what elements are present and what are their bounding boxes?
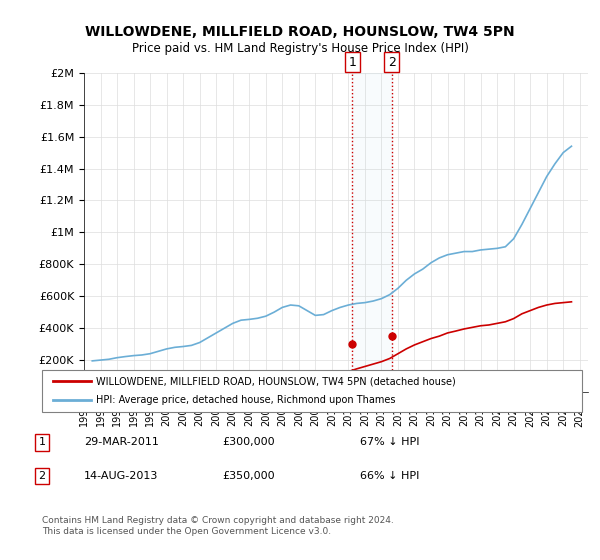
Text: WILLOWDENE, MILLFIELD ROAD, HOUNSLOW, TW4 5PN: WILLOWDENE, MILLFIELD ROAD, HOUNSLOW, TW… (85, 25, 515, 39)
Text: 14-AUG-2013: 14-AUG-2013 (84, 471, 158, 481)
Text: This data is licensed under the Open Government Licence v3.0.: This data is licensed under the Open Gov… (42, 528, 331, 536)
Text: £350,000: £350,000 (222, 471, 275, 481)
Text: 2: 2 (38, 471, 46, 481)
Text: HPI: Average price, detached house, Richmond upon Thames: HPI: Average price, detached house, Rich… (96, 395, 395, 405)
Text: Price paid vs. HM Land Registry's House Price Index (HPI): Price paid vs. HM Land Registry's House … (131, 42, 469, 55)
FancyBboxPatch shape (42, 370, 582, 412)
Point (387, 332, 397, 340)
Bar (352, 73, 392, 392)
Text: Contains HM Land Registry data © Crown copyright and database right 2024.: Contains HM Land Registry data © Crown c… (42, 516, 394, 525)
Text: 1: 1 (38, 437, 46, 447)
Text: 66% ↓ HPI: 66% ↓ HPI (360, 471, 419, 481)
Point (347, 339, 357, 348)
Text: 1: 1 (349, 55, 356, 69)
Text: WILLOWDENE, MILLFIELD ROAD, HOUNSLOW, TW4 5PN (detached house): WILLOWDENE, MILLFIELD ROAD, HOUNSLOW, TW… (96, 376, 456, 386)
Text: 67% ↓ HPI: 67% ↓ HPI (360, 437, 419, 447)
Text: £300,000: £300,000 (222, 437, 275, 447)
Text: 29-MAR-2011: 29-MAR-2011 (84, 437, 159, 447)
Text: 2: 2 (388, 55, 395, 69)
